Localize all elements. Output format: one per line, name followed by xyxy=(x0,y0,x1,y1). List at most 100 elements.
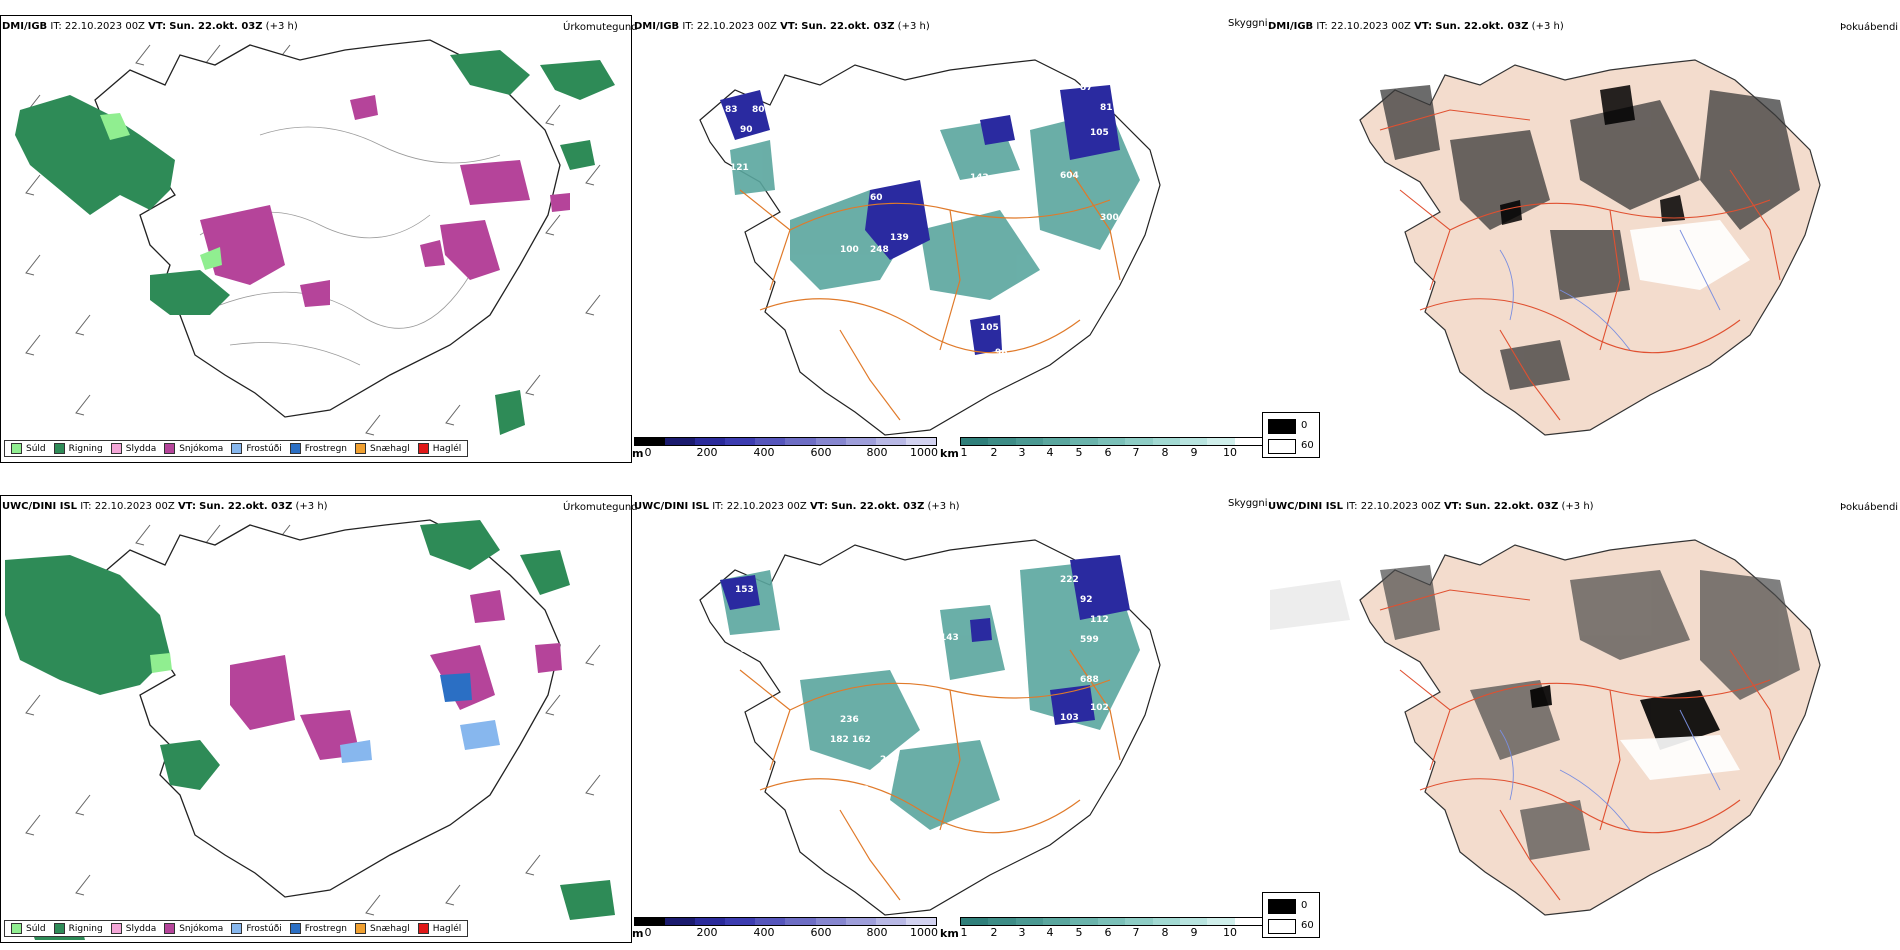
svg-text:102: 102 xyxy=(1090,703,1109,713)
colorbar-cell xyxy=(815,438,846,445)
colorbar-tick: 8 xyxy=(1161,926,1169,939)
svg-text:236: 236 xyxy=(840,715,859,725)
fog-index-dark-areas xyxy=(1380,85,1800,390)
legend-swatch-sleet xyxy=(110,923,122,934)
fog-key-swatch-0 xyxy=(1268,419,1296,434)
svg-text:83: 83 xyxy=(725,105,738,115)
svg-text:100: 100 xyxy=(840,245,859,255)
colorbar-cell xyxy=(785,438,816,445)
fog-key-swatch-60 xyxy=(1268,439,1296,454)
svg-text:599: 599 xyxy=(1080,635,1099,645)
svg-text:92: 92 xyxy=(1080,595,1093,605)
colorbar-tick: 3 xyxy=(1018,446,1026,459)
fog-key-swatch-60 xyxy=(1268,919,1296,934)
colorbar-cell xyxy=(961,438,989,445)
visibility-label-1: Skyggni xyxy=(1228,18,1268,29)
fog-map-1[interactable] xyxy=(1300,30,1880,436)
svg-text:162: 162 xyxy=(852,735,871,745)
svg-text:222: 222 xyxy=(1060,575,1079,585)
legend-swatch-rain xyxy=(53,923,65,934)
colorbar-tick: 600 xyxy=(810,446,832,459)
fog-key-1: 0 60 xyxy=(1262,412,1320,458)
colorbar-tick: 4 xyxy=(1046,446,1054,459)
svg-text:60: 60 xyxy=(870,193,883,203)
colorbar-tick: 3 xyxy=(1018,926,1026,939)
colorbar-cell xyxy=(1097,918,1126,925)
fog-index-white-area xyxy=(1620,735,1740,780)
road-network xyxy=(1379,109,1781,421)
legend-item: Rigning xyxy=(53,923,103,934)
colorbar-tick: 10 xyxy=(1223,926,1237,939)
visibility-label-2: Skyggni xyxy=(1228,498,1268,509)
legend-swatch-freezing-drizzle xyxy=(231,443,243,454)
svg-text:143: 143 xyxy=(940,633,959,643)
colorbar-tick: 1 xyxy=(960,926,968,939)
precip-map-graphic-1 xyxy=(15,39,615,436)
freezing-rain-areas xyxy=(440,673,472,702)
panel-title-precip-2: UWC/DINI ISL IT: 22.10.2023 00Z VT: Sun.… xyxy=(2,501,328,512)
legend-item: Snæhagl xyxy=(355,923,410,934)
fog-key-value: 0 xyxy=(1301,900,1308,911)
fog-key-value: 0 xyxy=(1301,420,1308,431)
fog-label-2: Þokuábendi xyxy=(1840,502,1899,513)
rivers xyxy=(1499,709,1721,831)
fog-index-white-area xyxy=(1630,220,1750,290)
colorbar-tick: 9 xyxy=(1190,446,1198,459)
colorbar-cell xyxy=(695,918,726,925)
svg-text:87: 87 xyxy=(1080,83,1093,93)
colorbar-cell xyxy=(961,918,989,925)
legend-swatch-snow xyxy=(164,443,176,454)
svg-text:688: 688 xyxy=(1080,675,1099,685)
unit-km: km xyxy=(940,447,959,460)
colorbar-cell xyxy=(1043,918,1071,925)
svg-text:300: 300 xyxy=(1100,213,1119,223)
colorbar-tick: 6 xyxy=(1104,926,1112,939)
colorbar-tick: 0 xyxy=(644,926,652,939)
unit-km: km xyxy=(940,927,959,940)
colorbar-tick: 1 xyxy=(960,446,968,459)
colorbar-tick: 5 xyxy=(1075,446,1083,459)
iceland-outline xyxy=(94,519,561,898)
colorbar-tick: 2 xyxy=(990,446,998,459)
legend-item: Frostregn xyxy=(289,923,347,934)
colorbar-cell xyxy=(1207,918,1235,925)
visibility-m-colorbar-1: 0 200 400 600 800 1000 xyxy=(634,437,938,459)
svg-text:240: 240 xyxy=(880,755,899,765)
colorbar-tick: 200 xyxy=(696,446,718,459)
svg-text:348: 348 xyxy=(850,785,869,795)
colorbar-cell xyxy=(1070,438,1098,445)
colorbar-cell xyxy=(665,918,696,925)
legend-item: Súld xyxy=(11,443,46,454)
colorbar-cell xyxy=(1015,438,1044,445)
colorbar-cell xyxy=(845,438,876,445)
precip-map-graphic-2 xyxy=(5,519,615,940)
fog-key-value: 60 xyxy=(1301,440,1314,451)
colorbar-cell xyxy=(1043,438,1071,445)
visibility-m-colorbar-2: 0 200 400 600 800 1000 xyxy=(634,917,938,939)
legend-item: Haglél xyxy=(417,443,461,454)
colorbar-tick: 200 xyxy=(696,926,718,939)
colorbar-cell xyxy=(1152,918,1180,925)
svg-text:62: 62 xyxy=(740,645,753,655)
colorbar-cell xyxy=(695,438,726,445)
fog-map-2[interactable] xyxy=(1270,510,1880,916)
colorbar-cell xyxy=(1207,438,1235,445)
precip-type-label-1: Úrkomutegund xyxy=(563,22,638,33)
colorbar-cell xyxy=(905,438,936,445)
fog-key-2: 0 60 xyxy=(1262,892,1320,938)
legend-item: Snjókoma xyxy=(164,443,223,454)
colorbar-cell xyxy=(665,438,696,445)
legend-item: Slydda xyxy=(110,923,156,934)
fog-key-value: 60 xyxy=(1301,920,1314,931)
colorbar-tick: 6 xyxy=(1104,446,1112,459)
svg-text:103: 103 xyxy=(1060,713,1079,723)
visibility-map-2[interactable]: 90 153 236 182 162 240 348 222 92 112 599 688 103… xyxy=(640,510,1240,916)
legend-item: Haglél xyxy=(417,923,461,934)
legend-item: Slydda xyxy=(110,443,156,454)
visibility-km-colorbar-2: 1 2 3 4 5 6 7 8 9 10 xyxy=(960,917,1263,939)
colorbar-tick: 7 xyxy=(1132,446,1140,459)
legend-swatch-hail xyxy=(417,923,429,934)
legend-item: Rigning xyxy=(53,443,103,454)
legend-swatch-snow xyxy=(164,923,176,934)
